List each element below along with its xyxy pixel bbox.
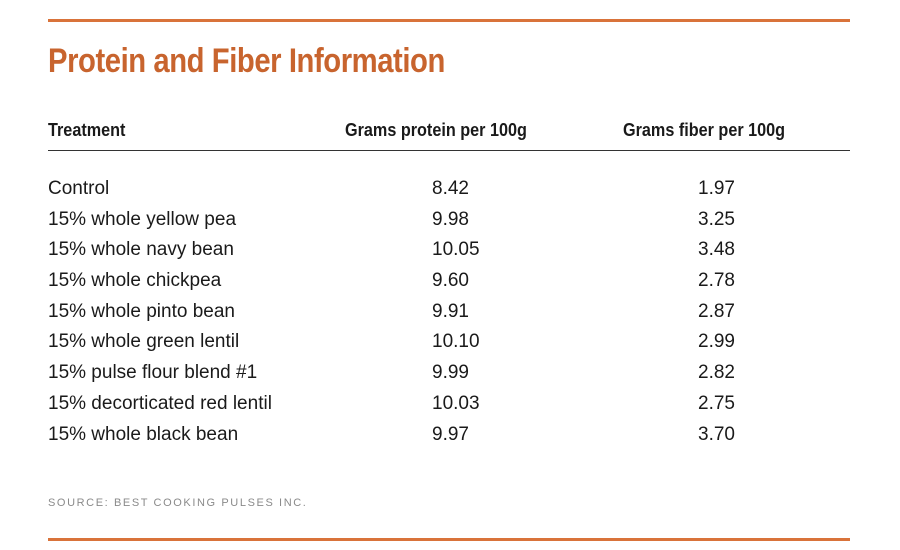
cell-treatment: 15% whole yellow pea [48, 208, 237, 230]
table-title: Protein and Fiber Information [48, 42, 445, 80]
cell-fiber: 2.87 [698, 300, 735, 322]
table-header-row: Treatment Grams protein per 100g Grams f… [48, 120, 850, 144]
table-row: 15% whole green lentil 10.10 2.99 [48, 329, 850, 360]
cell-protein: 10.10 [432, 331, 480, 353]
cell-protein: 8.42 [432, 178, 469, 199]
table-row: 15% whole pinto bean 9.91 2.87 [48, 299, 850, 330]
cell-treatment: 15% pulse flour blend #1 [48, 362, 258, 384]
table-body: Control 8.42 1.97 15% whole yellow pea 9… [48, 176, 850, 452]
cell-treatment: Control [48, 178, 110, 199]
cell-protein: 9.60 [432, 270, 469, 292]
cell-treatment: 15% whole pinto bean [48, 300, 235, 322]
table-row: 15% pulse flour blend #1 9.99 2.82 [48, 360, 850, 391]
cell-fiber: 2.99 [698, 331, 735, 353]
cell-protein: 9.99 [432, 362, 469, 384]
cell-treatment: 15% whole navy bean [48, 239, 234, 261]
cell-treatment: 15% whole black bean [48, 423, 239, 445]
cell-protein: 10.05 [432, 239, 480, 261]
header-fiber: Grams fiber per 100g [623, 120, 786, 140]
cell-fiber: 2.75 [698, 392, 735, 414]
table-row: 15% whole navy bean 10.05 3.48 [48, 237, 850, 268]
header-protein: Grams protein per 100g [345, 120, 527, 140]
cell-protein: 9.98 [432, 208, 469, 230]
cell-treatment: 15% decorticated red lentil [48, 392, 272, 414]
bottom-accent-rule [48, 538, 850, 541]
cell-protein: 9.97 [432, 423, 469, 445]
header-treatment: Treatment [48, 120, 126, 140]
cell-treatment: 15% whole green lentil [48, 331, 240, 353]
source-note: SOURCE: BEST COOKING PULSES INC. [48, 497, 308, 509]
cell-fiber: 2.82 [698, 362, 735, 384]
cell-treatment: 15% whole chickpea [48, 270, 222, 292]
cell-fiber: 3.25 [698, 208, 735, 230]
cell-protein: 9.91 [432, 300, 469, 322]
table-row: 15% whole yellow pea 9.98 3.25 [48, 207, 850, 238]
table-row: Control 8.42 1.97 [48, 176, 850, 207]
cell-protein: 10.03 [432, 392, 480, 414]
table-row: 15% whole chickpea 9.60 2.78 [48, 268, 850, 299]
header-divider [48, 150, 850, 151]
cell-fiber: 3.48 [698, 239, 735, 261]
table-row: 15% decorticated red lentil 10.03 2.75 [48, 391, 850, 422]
table-row: 15% whole black bean 9.97 3.70 [48, 422, 850, 453]
cell-fiber: 1.97 [698, 178, 735, 199]
cell-fiber: 2.78 [698, 270, 735, 292]
cell-fiber: 3.70 [698, 423, 735, 445]
top-accent-rule [48, 19, 850, 22]
